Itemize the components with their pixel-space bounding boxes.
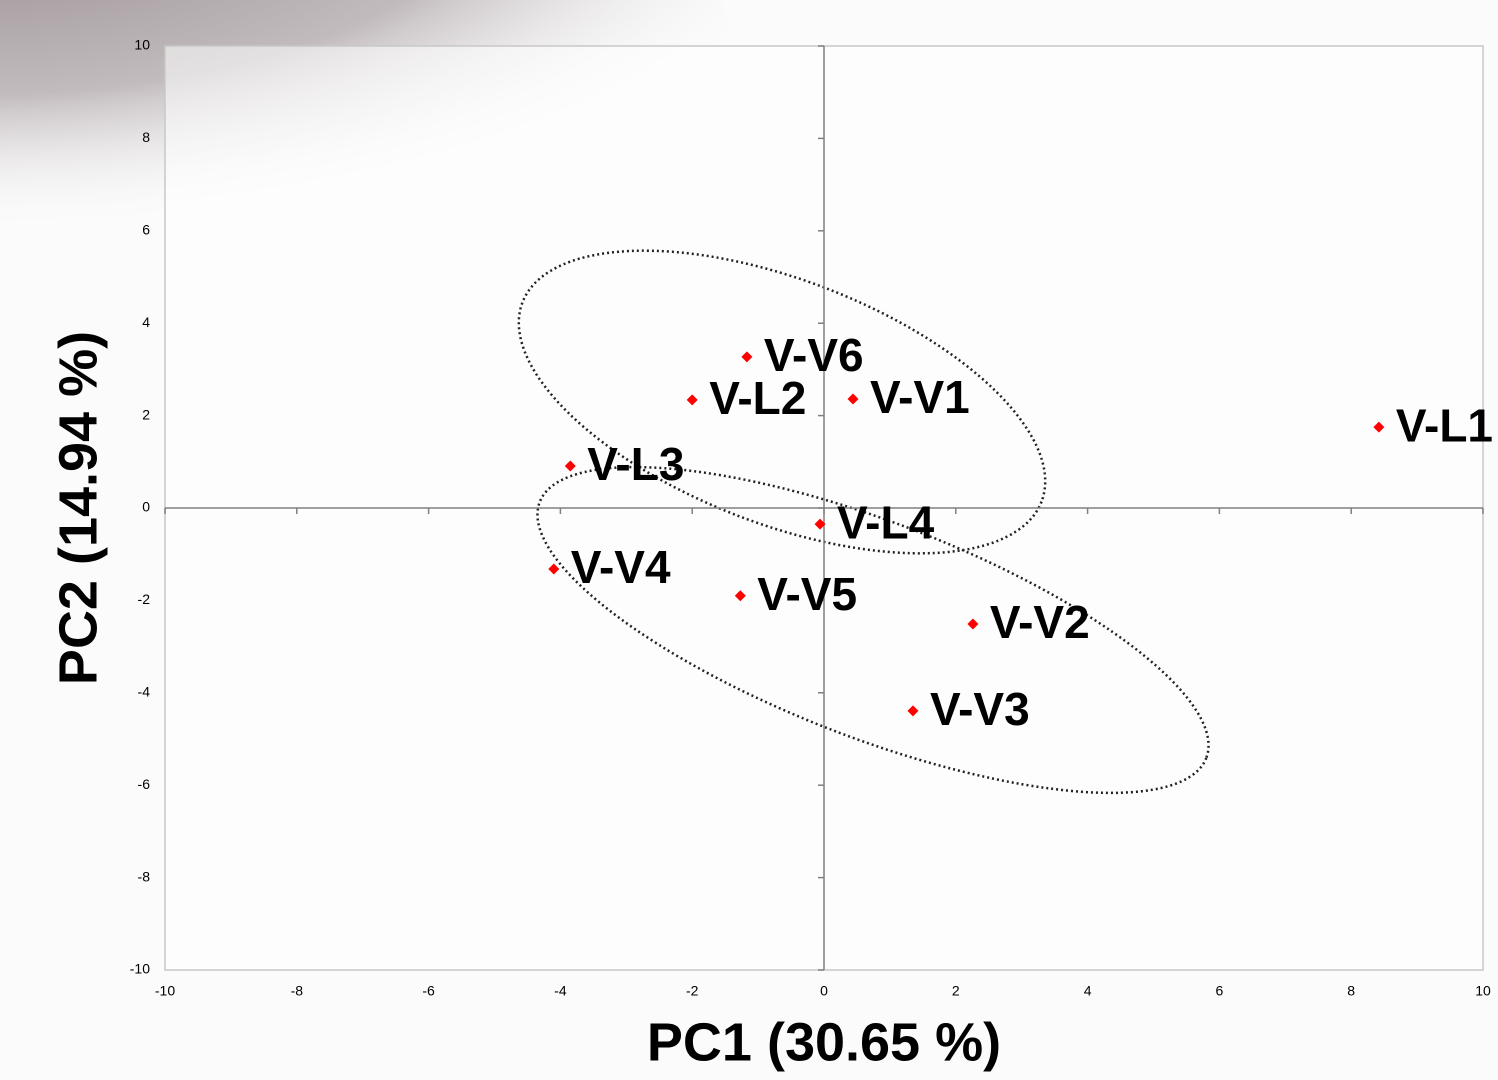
y-tick-label: -6 — [138, 776, 151, 792]
y-tick-label: -2 — [138, 591, 151, 607]
point-label: V-L2 — [709, 372, 806, 424]
point-label: V-V5 — [757, 568, 857, 620]
x-tick-label: -2 — [686, 983, 699, 999]
point-label: V-L3 — [587, 438, 684, 490]
x-tick-label: 2 — [952, 983, 960, 999]
y-tick-label: 8 — [142, 129, 150, 145]
x-tick-label: -8 — [291, 983, 304, 999]
y-tick-label: 0 — [142, 499, 150, 515]
y-axis-title: PC2 (14.94 %) — [48, 331, 108, 685]
y-tick-label: -10 — [130, 961, 150, 977]
y-tick-label: 10 — [134, 37, 150, 53]
x-tick-label: 6 — [1216, 983, 1224, 999]
point-label: V-V2 — [990, 596, 1090, 648]
point-label: V-V3 — [930, 683, 1030, 735]
x-tick-label: -10 — [155, 983, 175, 999]
point-label: V-L4 — [837, 496, 935, 548]
y-tick-label: 2 — [142, 406, 150, 422]
point-label: V-V1 — [870, 371, 970, 423]
y-tick-label: -8 — [138, 868, 151, 884]
x-tick-label: -4 — [554, 983, 567, 999]
x-tick-label: -6 — [422, 983, 435, 999]
y-tick-label: 6 — [142, 222, 150, 238]
point-label: V-L1 — [1396, 399, 1493, 451]
y-tick-label: 4 — [142, 314, 150, 330]
x-axis-title: PC1 (30.65 %) — [647, 1012, 1001, 1072]
x-tick-label: 10 — [1475, 983, 1491, 999]
x-tick-label: 4 — [1084, 983, 1092, 999]
x-tick-label: 0 — [820, 983, 828, 999]
point-label: V-V4 — [571, 541, 671, 593]
y-tick-label: -4 — [138, 684, 151, 700]
page: {"chart_data": {"type": "scatter", "x_la… — [0, 0, 1498, 1080]
chart: PC1 (30.65 %) PC2 (14.94 %) -10 -8 -6 -4 -2 0… — [0, 0, 1498, 1080]
x-tick-label: 8 — [1347, 983, 1355, 999]
